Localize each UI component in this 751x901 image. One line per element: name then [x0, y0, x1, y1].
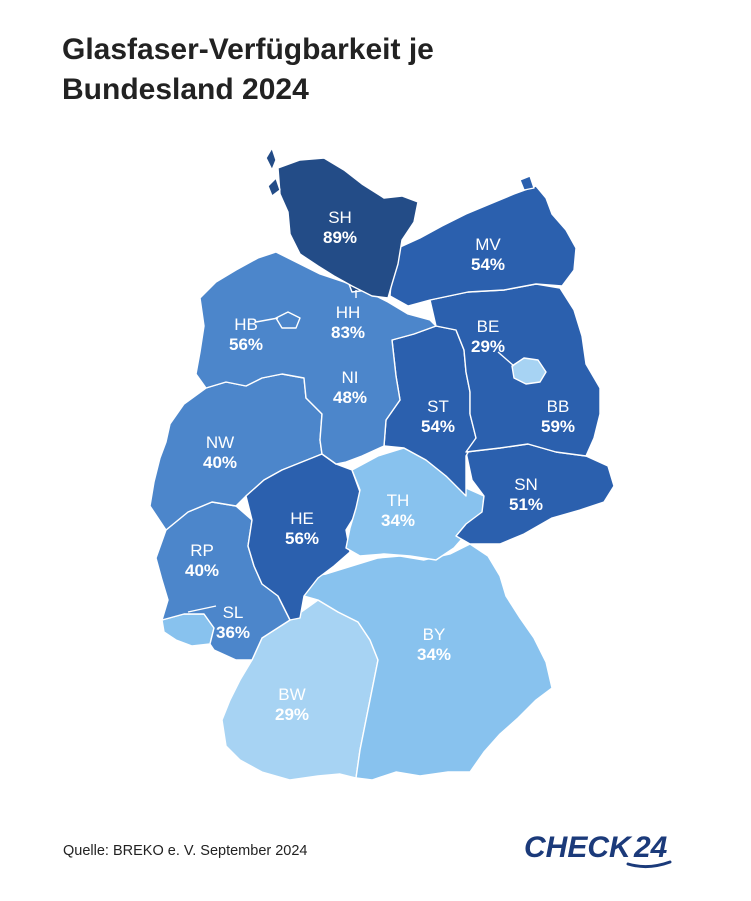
state-code-label: SL	[223, 603, 244, 622]
state-code-label: SH	[328, 208, 352, 227]
logo-swoosh-icon	[626, 860, 672, 869]
state-code-label: SN	[514, 475, 538, 494]
state-value-label: 54%	[421, 417, 455, 436]
state-SH[interactable]	[277, 157, 419, 299]
logo-text-check: CHECK	[524, 831, 633, 864]
state-code-label: HH	[336, 303, 361, 322]
state-value-label: 51%	[509, 495, 543, 514]
state-code-label: TH	[387, 491, 410, 510]
state-value-label: 40%	[185, 561, 219, 580]
state-value-label: 54%	[471, 255, 505, 274]
source-note: Quelle: BREKO e. V. September 2024	[63, 843, 308, 859]
state-code-label: ST	[427, 397, 449, 416]
check24-logo: CHECK 24	[524, 831, 672, 869]
state-value-label: 56%	[285, 529, 319, 548]
state-code-label: NW	[206, 433, 234, 452]
state-value-label: 34%	[381, 511, 415, 530]
state-value-label: 40%	[203, 453, 237, 472]
state-code-label: RP	[190, 541, 214, 560]
island-shape	[265, 147, 277, 171]
state-value-label: 83%	[331, 323, 365, 342]
state-RP[interactable]	[155, 501, 291, 661]
state-code-label: MV	[475, 235, 501, 254]
state-value-label: 56%	[229, 335, 263, 354]
state-code-label: BE	[477, 317, 500, 336]
island-shape	[267, 177, 281, 197]
state-value-label: 89%	[323, 228, 357, 247]
state-code-label: BW	[278, 685, 305, 704]
state-MV[interactable]	[389, 185, 577, 307]
state-code-label: HB	[234, 315, 258, 334]
state-SL[interactable]	[161, 613, 215, 647]
state-value-label: 59%	[541, 417, 575, 436]
state-value-label: 29%	[471, 337, 505, 356]
leader-line-sl	[187, 605, 217, 613]
leader-line-hb	[255, 317, 279, 323]
state-value-label: 48%	[333, 388, 367, 407]
logo-text-24: 24	[633, 831, 668, 864]
state-BE[interactable]	[511, 357, 547, 385]
leader-line-be	[497, 351, 515, 367]
state-value-label: 29%	[275, 705, 309, 724]
state-HB[interactable]	[275, 311, 301, 329]
state-NI[interactable]	[195, 251, 437, 465]
state-value-label: 36%	[216, 623, 250, 642]
state-code-label: BY	[423, 625, 446, 644]
state-code-label: BB	[547, 397, 570, 416]
state-code-label: NI	[342, 368, 359, 387]
state-value-label: 34%	[417, 645, 451, 664]
page-title: Glasfaser-Verfügbarkeit je Bundesland 20…	[62, 33, 434, 106]
island-shape	[519, 175, 535, 191]
state-code-label: HE	[290, 509, 314, 528]
